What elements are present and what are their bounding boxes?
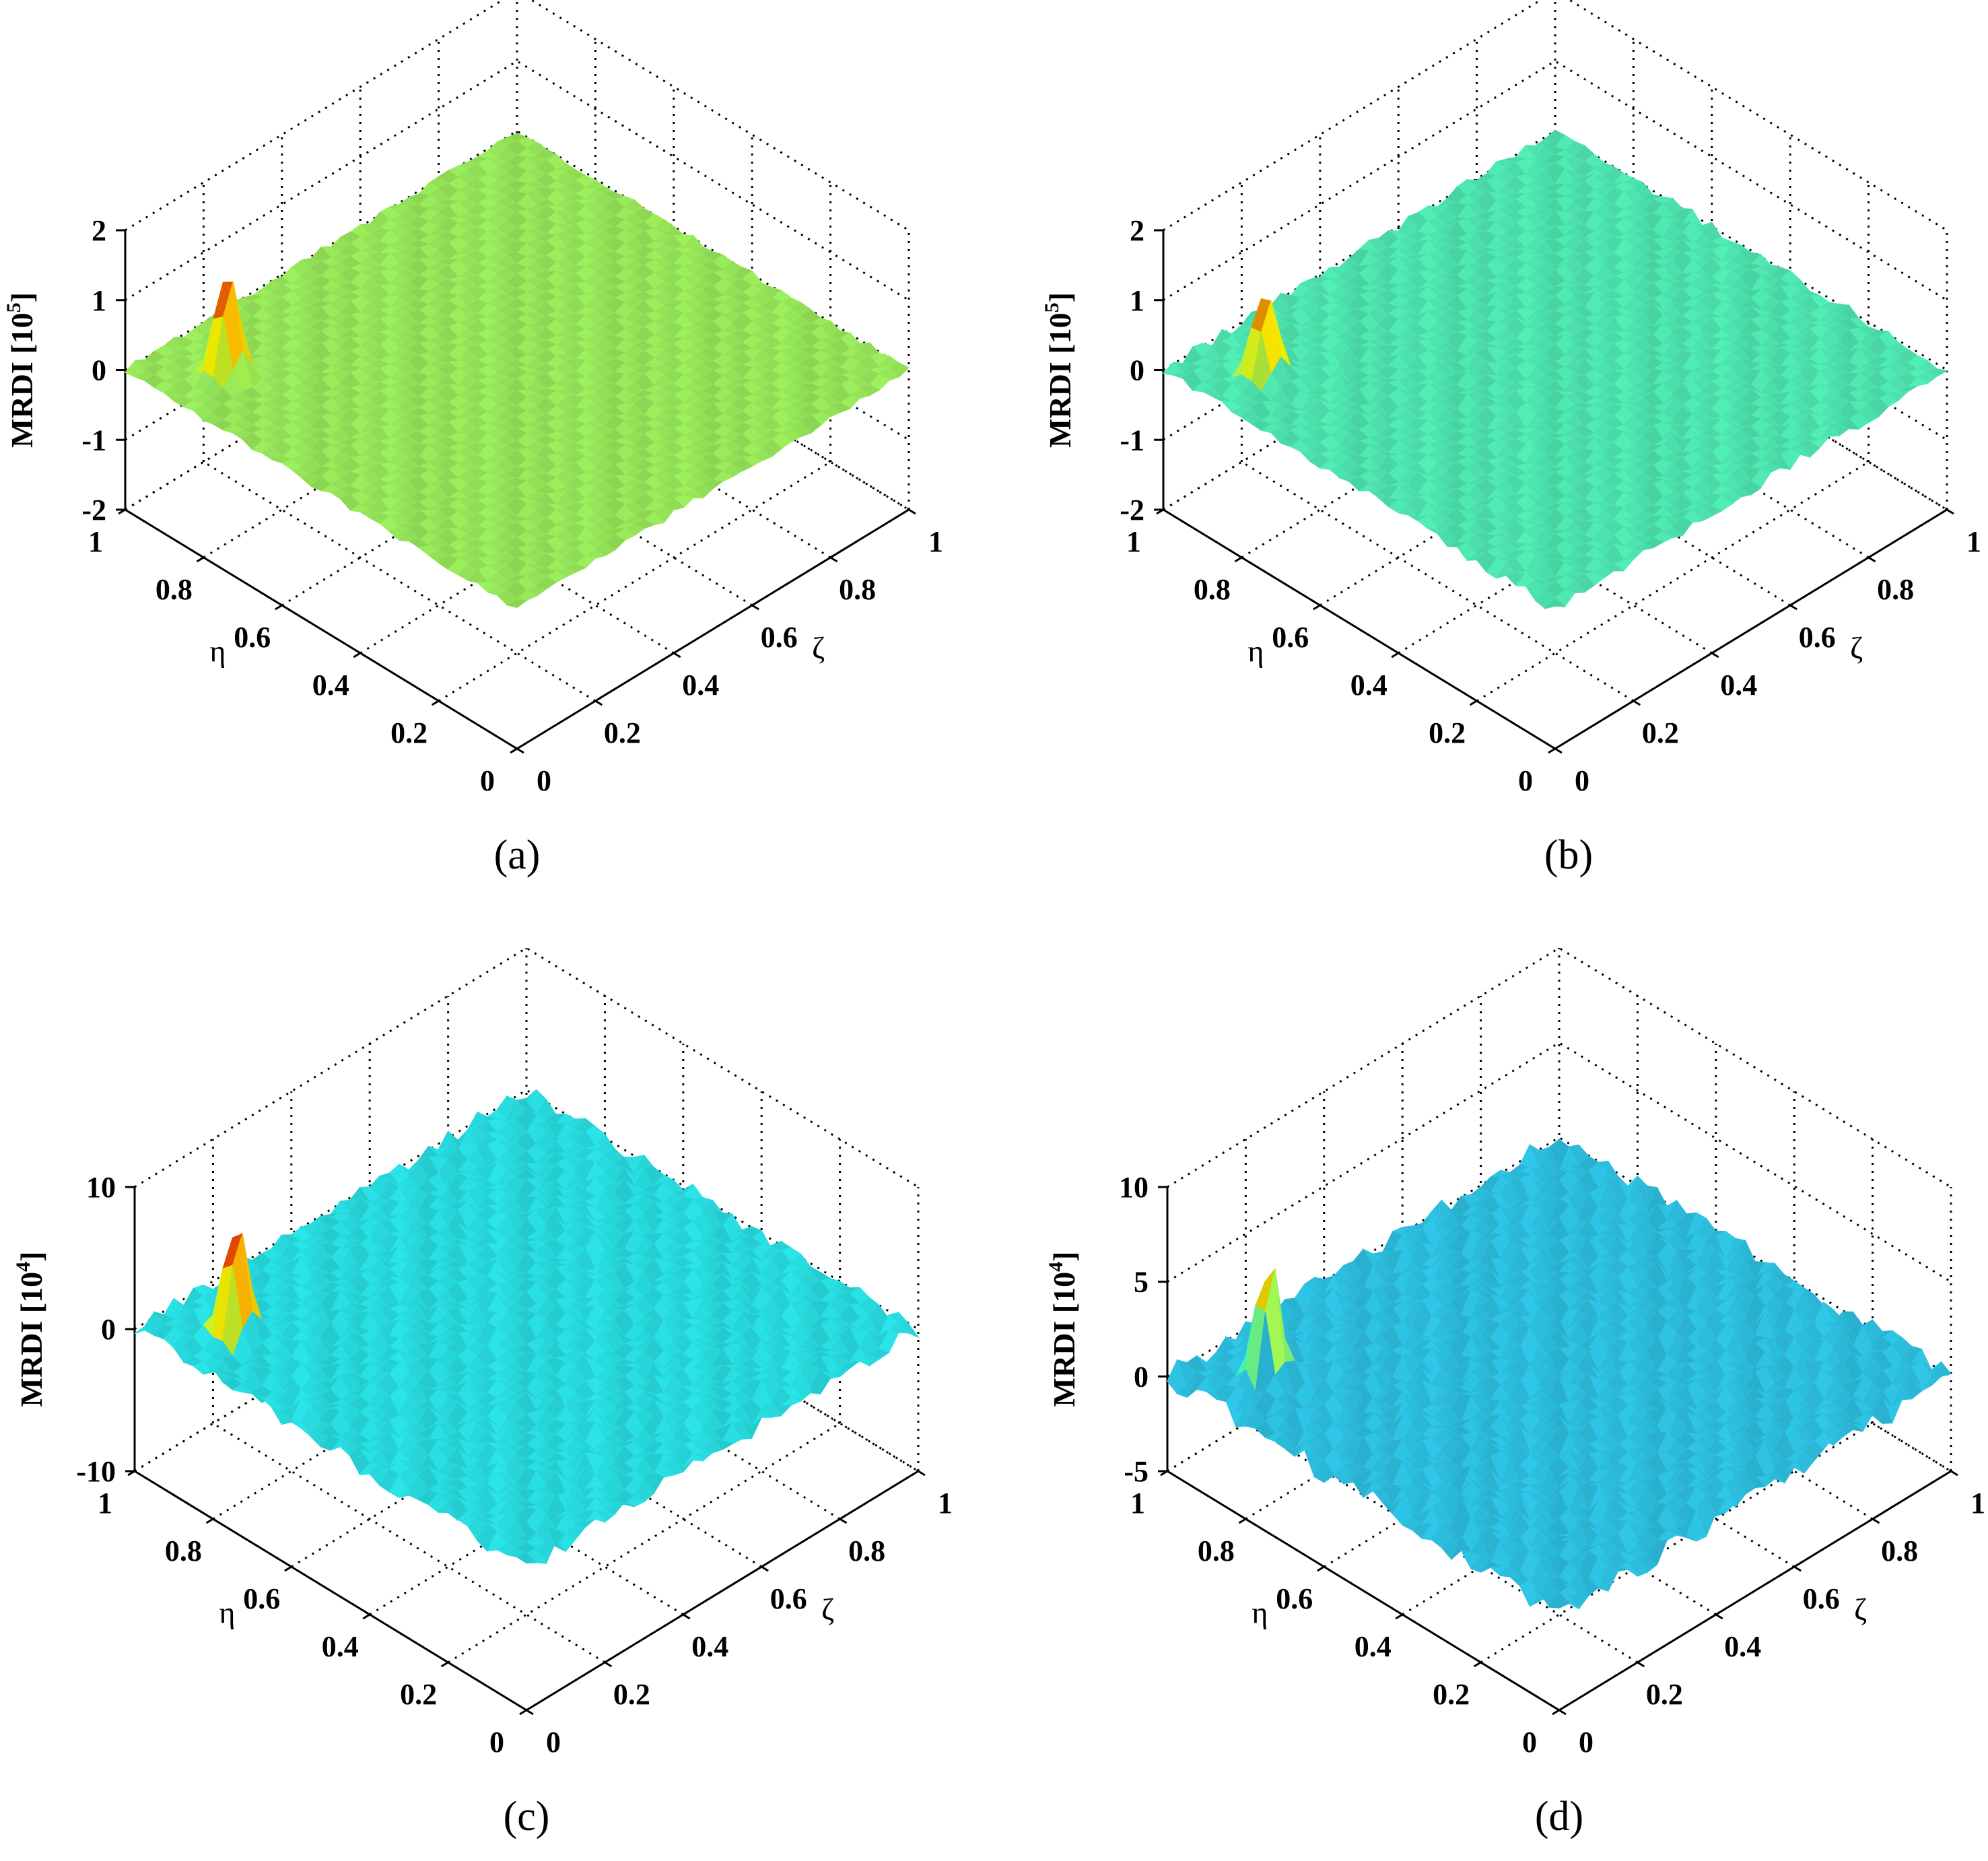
zeta-tick xyxy=(1946,508,1954,515)
chart-a: 00.20.40.60.8100.20.40.60.81-2-1012ζηMRD… xyxy=(3,0,943,878)
zeta-tick xyxy=(1554,747,1563,754)
eta-tick xyxy=(1391,652,1399,658)
eta-tick-label: 0.6 xyxy=(1272,621,1309,654)
eta-tick-label: 0 xyxy=(480,764,495,797)
z-axis-label-base: MRDI [10 xyxy=(5,312,39,448)
zeta-tick xyxy=(1867,556,1876,563)
z-axis-label-text: MRDI [105] xyxy=(1041,292,1077,448)
z-tick-label: -1 xyxy=(81,424,106,456)
zeta-tick-label: 0 xyxy=(537,764,551,797)
zeta-axis xyxy=(516,508,910,750)
z-axis-label: MRDI [105] xyxy=(1041,292,1077,448)
eta-tick xyxy=(1313,604,1321,611)
z-axis-label-exponent: 5 xyxy=(1041,302,1063,312)
eta-tick-label: 1 xyxy=(1126,525,1141,558)
zeta-tick xyxy=(604,1661,613,1668)
z-axis-label-close: ] xyxy=(5,292,39,302)
zeta-tick-label: 0.8 xyxy=(839,573,876,606)
z-axis-label: MRDI [105] xyxy=(3,292,39,448)
zeta-tick-label: 0 xyxy=(546,1726,561,1759)
panel-caption: (a) xyxy=(494,832,541,878)
surface xyxy=(1162,129,1948,609)
eta-tick xyxy=(1234,556,1243,563)
z-axis-label-text: MRDI [105] xyxy=(3,292,39,448)
eta-tick-label: 0.6 xyxy=(234,621,271,654)
eta-axis-label: η xyxy=(1247,634,1264,668)
eta-tick-label: 0.2 xyxy=(1429,716,1466,749)
zeta-tick xyxy=(683,1613,691,1620)
z-tick-label: 1 xyxy=(1130,284,1144,317)
zeta-tick-label: 1 xyxy=(1966,525,1981,558)
eta-tick-label: 0.2 xyxy=(390,716,427,749)
z-tick-label: 2 xyxy=(1130,214,1144,247)
panel-caption: (b) xyxy=(1544,832,1593,878)
eta-tick xyxy=(431,700,440,706)
z-axis-label-exponent: 5 xyxy=(3,302,25,312)
eta-axis xyxy=(125,508,518,750)
zeta-tick-label: 0.4 xyxy=(1720,669,1757,702)
eta-tick-label: 0 xyxy=(1518,764,1533,797)
eta-tick-label: 0.4 xyxy=(312,669,349,702)
zeta-axis-label: ζ xyxy=(812,630,825,665)
zeta-tick-label: 0.2 xyxy=(613,1678,650,1711)
zeta-tick-label: 0 xyxy=(1575,764,1589,797)
eta-tick-label: 0.8 xyxy=(156,573,193,606)
zeta-tick-label: 0.2 xyxy=(1642,716,1679,749)
zeta-tick-label: 0.2 xyxy=(604,716,641,749)
zeta-tick xyxy=(594,700,603,706)
z-tick-label: 2 xyxy=(92,214,106,247)
zeta-tick-label: 0.8 xyxy=(1877,573,1914,606)
zeta-tick xyxy=(1711,652,1719,658)
zeta-tick-label: 0.4 xyxy=(691,1630,728,1663)
z-tick-label: -2 xyxy=(1120,494,1144,527)
zeta-tick-label: 1 xyxy=(928,525,943,558)
z-tick-label: -2 xyxy=(81,494,106,527)
zeta-tick-label: 0.6 xyxy=(761,621,798,654)
z-tick-label: -1 xyxy=(1120,424,1144,456)
surface xyxy=(125,133,910,608)
zeta-tick-label: 0.6 xyxy=(1799,621,1836,654)
surface xyxy=(134,1089,920,1565)
eta-tick-label: 0.4 xyxy=(1350,669,1387,702)
eta-tick-label: 1 xyxy=(88,525,103,558)
zeta-tick xyxy=(751,604,759,611)
z-tick-label: 0 xyxy=(92,354,106,387)
z-axis-label-base: MRDI [10 xyxy=(1043,312,1077,448)
zeta-tick xyxy=(673,652,681,658)
eta-tick xyxy=(1469,700,1478,706)
zeta-tick xyxy=(829,556,838,563)
zeta-tick xyxy=(761,1565,769,1572)
zeta-tick xyxy=(1633,700,1641,706)
zeta-tick-label: 0.4 xyxy=(682,669,719,702)
zeta-tick xyxy=(516,747,524,754)
eta-tick xyxy=(353,652,361,658)
z-axis-label-close: ] xyxy=(1043,292,1077,302)
eta-tick xyxy=(275,604,283,611)
z-tick-label: 1 xyxy=(92,284,106,317)
zeta-tick xyxy=(526,1709,534,1716)
chart-c: 00.20.40.60.8100.20.40.60.81-10010ζηMRDI… xyxy=(12,947,953,1839)
eta-axis-label: η xyxy=(209,634,226,668)
zeta-tick xyxy=(1789,604,1797,611)
eta-tick xyxy=(510,747,518,754)
zeta-tick xyxy=(839,1518,848,1524)
chart-b: 00.20.40.60.8100.20.40.60.81-2-1012ζηMRD… xyxy=(1041,0,1981,878)
zeta-tick xyxy=(908,508,916,515)
z-tick-label: 0 xyxy=(1130,354,1144,387)
eta-tick xyxy=(1548,747,1556,754)
eta-tick-label: 0.8 xyxy=(1194,573,1231,606)
zeta-tick-label: 0.6 xyxy=(770,1582,807,1615)
zeta-axis-label: ζ xyxy=(1850,630,1863,665)
eta-tick xyxy=(196,556,205,563)
